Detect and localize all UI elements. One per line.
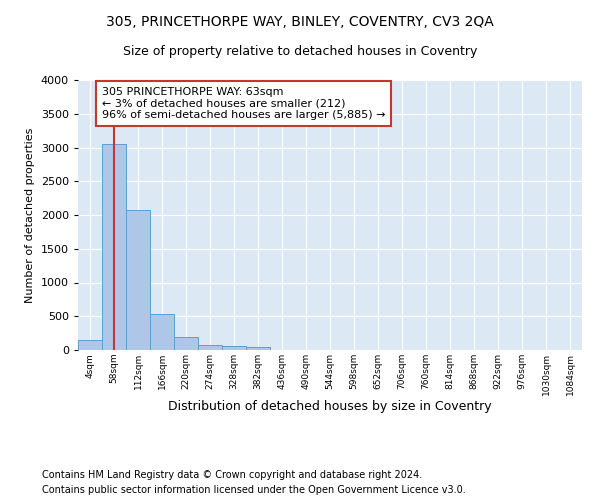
Y-axis label: Number of detached properties: Number of detached properties — [25, 128, 35, 302]
Text: Contains HM Land Registry data © Crown copyright and database right 2024.: Contains HM Land Registry data © Crown c… — [42, 470, 422, 480]
Bar — [78, 340, 102, 350]
Bar — [198, 345, 222, 350]
Bar — [126, 210, 150, 350]
Text: 305 PRINCETHORPE WAY: 63sqm
← 3% of detached houses are smaller (212)
96% of sem: 305 PRINCETHORPE WAY: 63sqm ← 3% of deta… — [102, 87, 386, 120]
Bar — [174, 337, 198, 350]
X-axis label: Distribution of detached houses by size in Coventry: Distribution of detached houses by size … — [168, 400, 492, 413]
Bar — [102, 144, 126, 350]
Text: 305, PRINCETHORPE WAY, BINLEY, COVENTRY, CV3 2QA: 305, PRINCETHORPE WAY, BINLEY, COVENTRY,… — [106, 15, 494, 29]
Bar — [150, 314, 174, 350]
Bar — [246, 348, 270, 350]
Text: Contains public sector information licensed under the Open Government Licence v3: Contains public sector information licen… — [42, 485, 466, 495]
Text: Size of property relative to detached houses in Coventry: Size of property relative to detached ho… — [123, 45, 477, 58]
Bar — [222, 346, 246, 350]
